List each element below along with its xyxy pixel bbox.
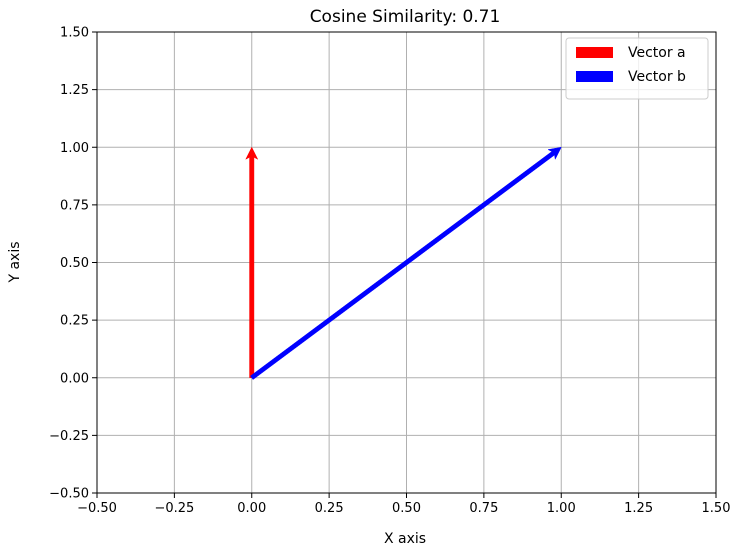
legend-label-a: Vector a — [628, 45, 686, 61]
axis-ticks: −0.50 −0.25 0.00 0.25 0.50 0.75 1.00 1.25 1.50 −0… — [49, 26, 730, 517]
y-axis-label: Y axis — [7, 241, 23, 283]
legend-swatch-a — [576, 47, 613, 58]
y-tick-label: 1.25 — [60, 83, 89, 98]
x-tick-label: 1.00 — [547, 501, 576, 516]
y-tick-label: −0.50 — [49, 487, 89, 502]
legend-swatch-b — [576, 71, 613, 82]
y-tick-label: −0.25 — [49, 429, 89, 444]
legend: Vector a Vector b — [565, 37, 709, 100]
x-tick-label: 0.50 — [392, 501, 421, 516]
vector-a-arrow — [245, 146, 259, 378]
x-tick-label: 1.25 — [624, 501, 653, 516]
y-tick-label: 0.25 — [60, 314, 89, 329]
y-tick-label: 0.75 — [60, 198, 89, 213]
vector-b-arrow — [250, 146, 562, 380]
chart-title: Cosine Similarity: 0.71 — [310, 7, 501, 27]
x-axis-label: X axis — [384, 531, 426, 547]
x-tick-label: 0.00 — [237, 501, 266, 516]
x-tick-label: −0.50 — [77, 501, 117, 516]
vectors — [245, 146, 562, 380]
x-tick-label: 0.25 — [315, 501, 344, 516]
y-tick-label: 0.50 — [60, 256, 89, 271]
x-tick-label: 1.50 — [702, 501, 731, 516]
y-tick-label: 0.00 — [60, 371, 89, 386]
y-tick-label: 1.00 — [60, 141, 89, 156]
x-tick-label: 0.75 — [469, 501, 498, 516]
x-tick-label: −0.25 — [154, 501, 194, 516]
y-tick-label: 1.50 — [60, 26, 89, 41]
legend-label-b: Vector b — [628, 69, 686, 85]
